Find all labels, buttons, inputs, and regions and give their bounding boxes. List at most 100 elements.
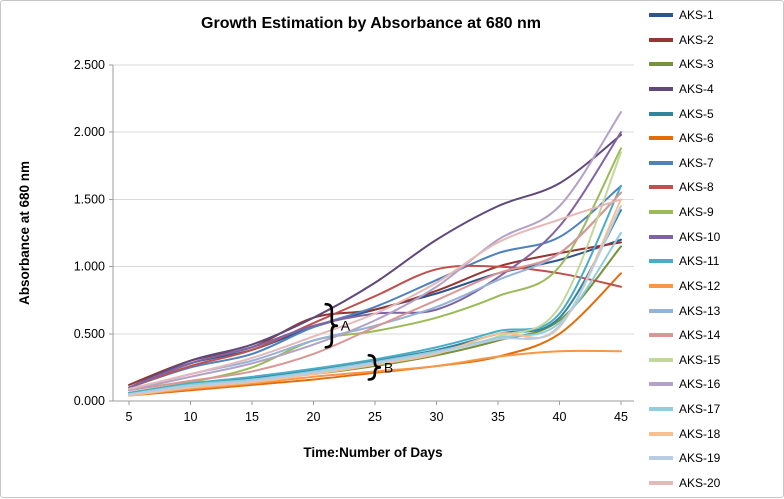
x-tick-label: 30 bbox=[430, 410, 444, 424]
annotations: AB bbox=[324, 302, 393, 381]
legend-swatch-icon bbox=[649, 431, 673, 436]
series-line-aks-20 bbox=[128, 198, 622, 390]
legend-item-aks-2: AKS-2 bbox=[649, 34, 779, 46]
legend-item-aks-12: AKS-12 bbox=[649, 280, 779, 292]
legend-label: AKS-17 bbox=[679, 402, 721, 416]
series-line-aks-14 bbox=[128, 191, 622, 392]
legend-label: AKS-12 bbox=[679, 278, 721, 293]
legend-label: AKS-8 bbox=[679, 180, 714, 195]
series-line-aks-17 bbox=[128, 232, 622, 396]
x-tick-label: 45 bbox=[614, 410, 628, 424]
legend-swatch-icon bbox=[649, 407, 673, 411]
series-line-aks-16 bbox=[128, 111, 622, 392]
gridlines bbox=[113, 64, 634, 335]
legend-swatch-icon bbox=[649, 111, 673, 116]
legend-label: AKS-20 bbox=[679, 475, 721, 490]
x-tick-label: 10 bbox=[184, 410, 198, 424]
y-tick-label: 1.000 bbox=[74, 260, 105, 274]
legend-swatch-icon bbox=[649, 308, 673, 313]
legend-swatch-icon bbox=[649, 234, 673, 239]
chart-title: Growth Estimation by Absorbance at 680 n… bbox=[201, 15, 541, 32]
legend-item-aks-4: AKS-4 bbox=[649, 83, 779, 95]
legend-item-aks-3: AKS-3 bbox=[649, 58, 779, 70]
series-lines bbox=[128, 111, 622, 397]
annotation-label-b: B bbox=[384, 359, 393, 375]
legend-label: AKS-9 bbox=[679, 205, 714, 219]
legend-label: AKS-14 bbox=[679, 328, 721, 343]
y-axis-title: Absorbance at 680 nm bbox=[17, 160, 32, 306]
brace-a bbox=[324, 302, 339, 349]
legend-label: AKS-7 bbox=[679, 155, 714, 170]
legend: AKS-1 AKS-2 AKS-3 AKS-4 AKS-5 AKS-6 AKS-7 AKS-8… bbox=[649, 9, 779, 489]
legend-swatch-icon bbox=[649, 185, 673, 190]
legend-swatch-icon bbox=[649, 13, 673, 17]
legend-item-aks-16: AKS-16 bbox=[649, 378, 779, 390]
legend-item-aks-13: AKS-13 bbox=[649, 305, 779, 317]
legend-item-aks-18: AKS-18 bbox=[649, 428, 779, 440]
legend-swatch-icon bbox=[649, 62, 673, 67]
x-axis-title: Time:Number of Days bbox=[303, 445, 443, 460]
y-tick-label: 0.500 bbox=[74, 327, 105, 341]
series-line-aks-6 bbox=[128, 272, 622, 397]
series-line-aks-19 bbox=[128, 205, 622, 396]
legend-swatch-icon bbox=[649, 382, 673, 387]
legend-item-aks-1: AKS-1 bbox=[649, 9, 779, 21]
y-tick-label: 2.000 bbox=[74, 125, 105, 139]
brace-b bbox=[367, 354, 382, 381]
x-tick-label: 25 bbox=[368, 410, 382, 424]
legend-label: AKS-13 bbox=[679, 303, 721, 318]
x-tick-label: 35 bbox=[491, 410, 505, 424]
legend-swatch-icon bbox=[649, 333, 673, 338]
legend-swatch-icon bbox=[649, 480, 673, 485]
legend-item-aks-20: AKS-20 bbox=[649, 477, 779, 489]
legend-item-aks-11: AKS-11 bbox=[649, 255, 779, 267]
legend-label: AKS-1 bbox=[679, 8, 714, 22]
legend-label: AKS-10 bbox=[679, 229, 721, 244]
legend-label: AKS-11 bbox=[679, 254, 720, 269]
legend-label: AKS-2 bbox=[679, 32, 714, 47]
legend-label: AKS-19 bbox=[679, 451, 721, 466]
legend-label: AKS-5 bbox=[679, 106, 714, 121]
series-line-aks-8 bbox=[128, 264, 622, 389]
legend-item-aks-17: AKS-17 bbox=[649, 403, 779, 415]
series-line-aks-10 bbox=[128, 131, 622, 389]
legend-item-aks-8: AKS-8 bbox=[649, 181, 779, 193]
legend-item-aks-7: AKS-7 bbox=[649, 157, 779, 169]
y-tick-label: 0.000 bbox=[74, 394, 105, 408]
legend-label: AKS-4 bbox=[679, 81, 714, 96]
legend-swatch-icon bbox=[649, 136, 673, 141]
x-tick-label: 20 bbox=[307, 410, 321, 424]
legend-swatch-icon bbox=[649, 37, 673, 42]
legend-item-aks-15: AKS-15 bbox=[649, 354, 779, 366]
x-tick-label: 40 bbox=[553, 410, 567, 424]
tick-labels: 0.000 0.500 1.000 1.500 2.000 2.500 5 10 15 20 25 3… bbox=[74, 58, 628, 424]
legend-item-aks-9: AKS-9 bbox=[649, 206, 779, 218]
legend-swatch-icon bbox=[649, 259, 673, 264]
legend-item-aks-19: AKS-19 bbox=[649, 452, 779, 464]
legend-swatch-icon bbox=[649, 283, 673, 288]
y-tick-label: 2.500 bbox=[74, 58, 105, 72]
series-line-aks-4 bbox=[128, 133, 622, 389]
legend-label: AKS-16 bbox=[679, 377, 721, 392]
y-tick-label: 1.500 bbox=[74, 192, 105, 206]
x-tick-label: 15 bbox=[245, 410, 259, 424]
x-tick-label: 5 bbox=[126, 410, 133, 424]
legend-swatch-icon bbox=[649, 210, 673, 214]
legend-swatch-icon bbox=[649, 160, 673, 165]
legend-swatch-icon bbox=[649, 456, 673, 461]
legend-label: AKS-15 bbox=[679, 352, 721, 367]
axes bbox=[109, 64, 634, 405]
legend-label: AKS-6 bbox=[679, 131, 714, 146]
legend-item-aks-14: AKS-14 bbox=[649, 329, 779, 341]
legend-swatch-icon bbox=[649, 86, 673, 91]
series-line-aks-11 bbox=[128, 184, 622, 394]
legend-item-aks-5: AKS-5 bbox=[649, 108, 779, 120]
legend-item-aks-10: AKS-10 bbox=[649, 231, 779, 243]
legend-item-aks-6: AKS-6 bbox=[649, 132, 779, 144]
legend-swatch-icon bbox=[649, 357, 673, 362]
legend-label: AKS-18 bbox=[679, 426, 721, 441]
annotation-label-a: A bbox=[341, 318, 351, 334]
legend-label: AKS-3 bbox=[679, 57, 714, 72]
